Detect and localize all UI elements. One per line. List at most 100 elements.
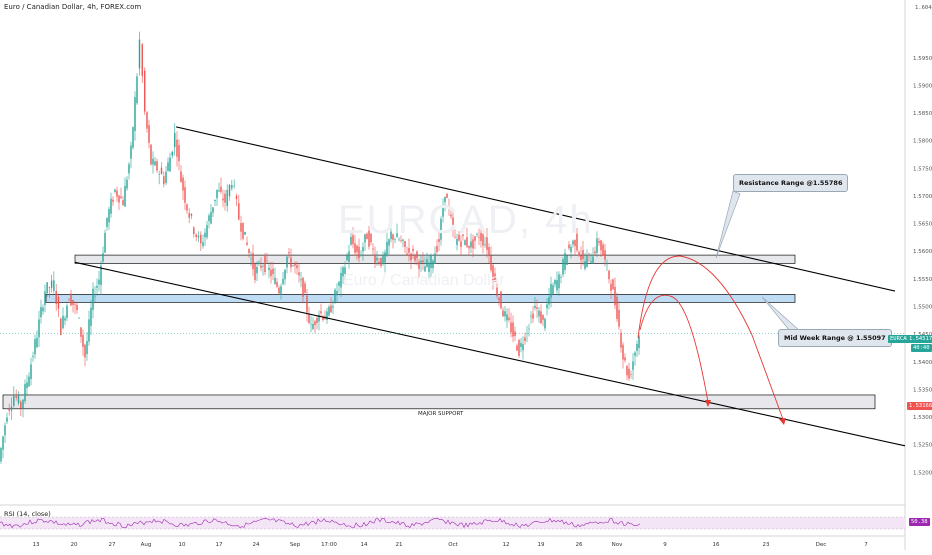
- candle-body: [538, 310, 540, 317]
- candle-body: [4, 425, 6, 436]
- watermark-name: Euro / Canadian Dollar: [343, 272, 505, 289]
- candle-body: [178, 145, 180, 162]
- candle-body: [376, 257, 378, 261]
- candle-body: [44, 291, 46, 305]
- x-tick-label: 10: [179, 542, 186, 548]
- candle-body: [436, 245, 438, 252]
- descending-support-trendline[interactable]: [74, 261, 906, 447]
- candle-body: [141, 44, 143, 76]
- candle-body: [408, 247, 410, 253]
- candle-body: [276, 282, 278, 287]
- candle-body: [542, 314, 544, 320]
- candle-body: [202, 242, 204, 247]
- candle-body: [526, 332, 528, 334]
- candle-body: [328, 306, 330, 316]
- support-price-tag: 1.53166: [907, 402, 932, 410]
- candle-body: [400, 240, 402, 242]
- candle-body: [50, 280, 53, 288]
- candle-body: [169, 157, 171, 172]
- candle-body: [534, 305, 536, 308]
- x-tick-label: Sep: [290, 542, 301, 548]
- x-tick-label: 9: [663, 542, 667, 548]
- candle-body: [312, 323, 314, 330]
- rsi-band: [0, 517, 905, 529]
- candle-body: [55, 290, 57, 304]
- candle-body: [182, 177, 184, 191]
- candle-body: [546, 304, 548, 309]
- candle-body: [116, 190, 118, 197]
- candle-body: [214, 199, 216, 202]
- candle-body: [558, 274, 560, 289]
- candle-body: [208, 215, 210, 222]
- candle-body: [578, 251, 580, 256]
- candle-body: [156, 161, 158, 171]
- candle-body: [548, 297, 550, 305]
- candle-body: [148, 125, 150, 143]
- y-tick-label: 1.56500: [913, 222, 932, 228]
- candle-body: [84, 344, 86, 358]
- candle-body: [110, 198, 112, 214]
- candle-body: [193, 227, 195, 235]
- candle-body: [410, 253, 412, 260]
- candle-body: [284, 269, 286, 280]
- descending-resistance-trendline[interactable]: [175, 126, 896, 292]
- candle-body: [582, 250, 584, 259]
- candle-body: [126, 179, 128, 189]
- candle-body: [382, 255, 384, 265]
- candle-body: [20, 401, 22, 409]
- x-tick-label: Dec: [816, 542, 827, 548]
- resistance-range-callout[interactable]: Resistance Range @1.55786: [733, 174, 849, 192]
- candle-body: [13, 395, 15, 406]
- mid-week-range-zone[interactable]: [45, 294, 796, 303]
- y-tick-label: 1.57000: [913, 194, 932, 200]
- candle-body: [242, 222, 244, 239]
- candle-body: [10, 406, 13, 411]
- candle-body: [124, 185, 126, 207]
- candle-body: [478, 237, 480, 238]
- candle-body: [486, 237, 488, 250]
- candle-body: [278, 287, 280, 294]
- projection-arc-lower: [639, 294, 709, 403]
- candle-body: [360, 254, 362, 256]
- candle-body: [564, 253, 566, 270]
- candle-body: [452, 217, 454, 228]
- rsi-label[interactable]: RSI (14, close): [4, 510, 51, 518]
- candle-body: [216, 189, 218, 199]
- candle-body: [300, 279, 302, 281]
- candle-body: [358, 246, 360, 259]
- top-axis-value: 1.60400: [915, 5, 932, 11]
- candle-body: [136, 76, 138, 104]
- candle-body: [210, 211, 212, 224]
- y-tick-label: 1.53500: [913, 387, 932, 393]
- y-tick-label: 1.57500: [913, 166, 932, 172]
- candle-body: [296, 264, 298, 269]
- candle-body: [180, 171, 182, 182]
- candle-body: [226, 190, 228, 207]
- candle-body: [490, 255, 492, 271]
- candle-body: [560, 277, 562, 278]
- candle-body: [260, 265, 262, 268]
- candle-body: [406, 253, 408, 255]
- x-tick-label: Aug: [141, 542, 152, 548]
- y-tick-label: 1.52500: [913, 443, 932, 449]
- major-support-zone[interactable]: [2, 394, 876, 410]
- candle-body: [366, 233, 368, 240]
- candle-body: [416, 251, 418, 259]
- candle-body: [258, 262, 260, 265]
- candle-body: [412, 248, 414, 251]
- candle-body: [266, 260, 268, 262]
- candle-body: [638, 336, 640, 349]
- candle-body: [286, 256, 288, 268]
- mid-week-range-callout[interactable]: Mid Week Range @ 1.55097: [778, 329, 892, 347]
- candle-body: [614, 286, 616, 306]
- candle-body: [448, 206, 450, 209]
- y-tick-label: 1.54000: [913, 360, 932, 366]
- candle-body: [132, 127, 134, 148]
- symbol-title[interactable]: Euro / Canadian Dollar, 4h, FOREX.com: [4, 3, 142, 11]
- candle-body: [98, 279, 100, 285]
- candle-body: [6, 417, 8, 422]
- candle-body: [424, 266, 426, 272]
- candle-body: [540, 311, 542, 324]
